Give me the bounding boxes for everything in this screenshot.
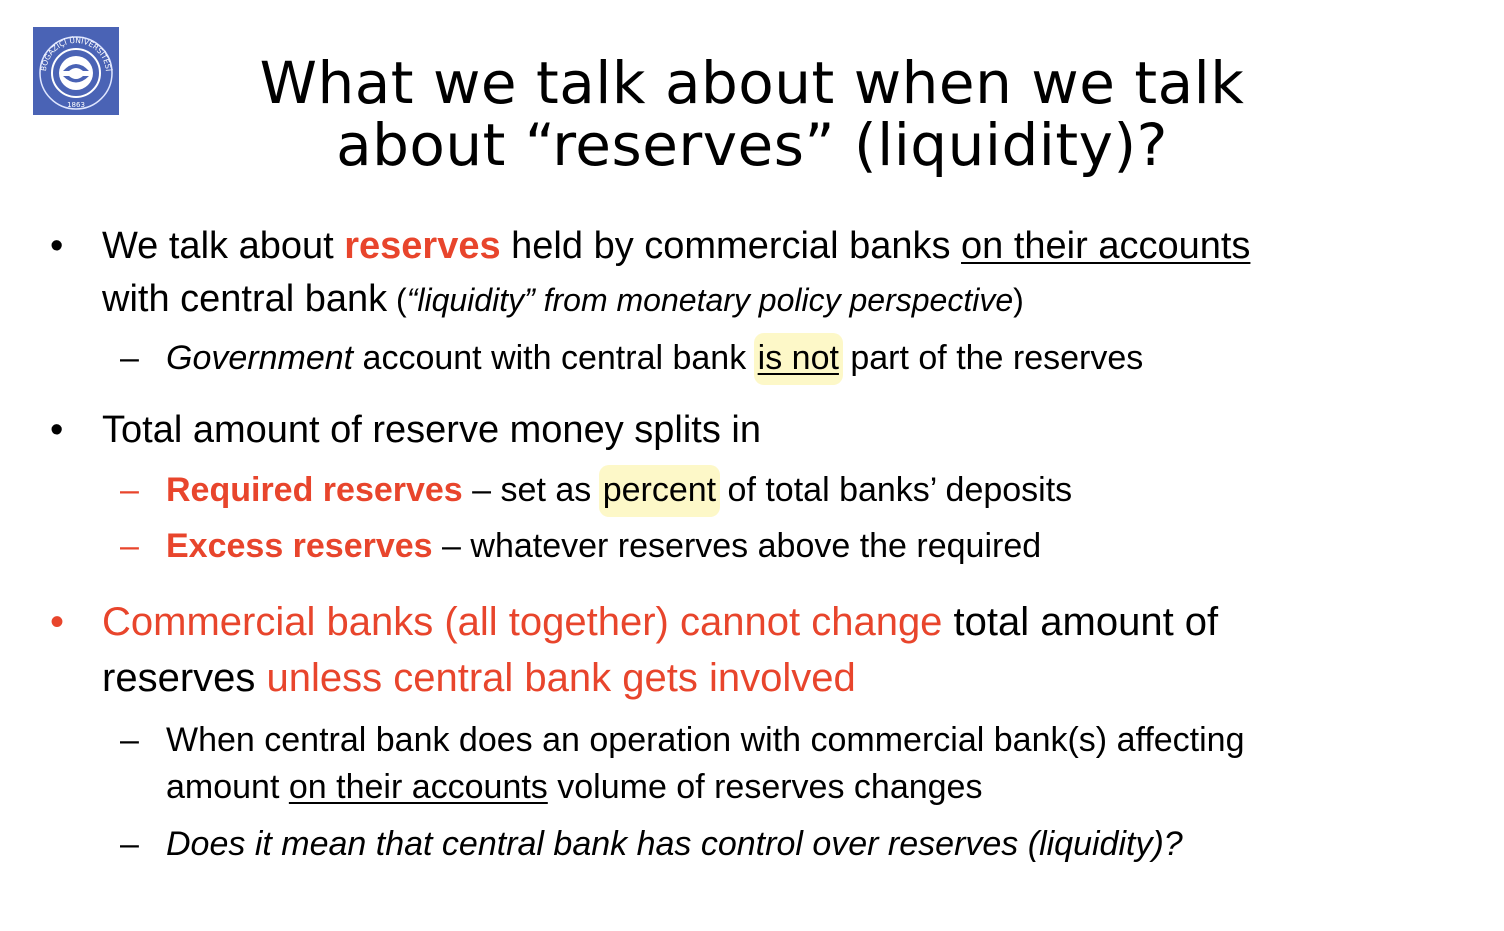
sub-bullet-dash: – — [120, 527, 139, 565]
text: of total banks’ deposits — [718, 471, 1073, 509]
bullet-item: • We talk about reserves held by commerc… — [50, 220, 1251, 272]
text: ( — [387, 282, 407, 318]
text: held by commercial banks — [500, 225, 962, 267]
italic-note: “liquidity” from monetary policy perspec… — [406, 282, 1014, 318]
sub-bullet-dash: – — [120, 471, 139, 509]
text: part of the reserves — [840, 339, 1144, 377]
text: We talk about — [102, 225, 345, 267]
highlighted-text: is not — [753, 333, 843, 385]
italic-question: Does it mean that central bank has contr… — [166, 825, 1183, 863]
sub-bullet-item: – Required reserves – set as percent of … — [120, 465, 1073, 517]
text: ) — [1013, 282, 1024, 318]
text: – whatever reserves above the required — [432, 527, 1042, 565]
sub-bullet-dash: – — [120, 825, 139, 863]
bullet-item-continuation: with central bank (“liquidity” from mone… — [102, 273, 1024, 326]
title-line-2: about “reserves” (liquidity)? — [336, 111, 1168, 179]
text: total amount of — [942, 600, 1219, 644]
text: with central bank — [102, 278, 388, 320]
sub-bullet-dash: – — [120, 721, 139, 759]
text: reserves — [102, 656, 267, 700]
text: When central bank does an operation with… — [166, 721, 1245, 759]
accent-text: unless central bank gets involved — [266, 656, 856, 700]
title-line-1: What we talk about when we talk — [259, 49, 1245, 117]
keyword-required-reserves: Required reserves — [166, 471, 463, 509]
underlined-text: on their accounts — [961, 225, 1251, 267]
underlined-text: on their accounts — [288, 768, 548, 806]
text: – set as — [462, 471, 601, 509]
bullet-item: • Total amount of reserve money splits i… — [50, 404, 761, 456]
sub-bullet-item: – When central bank does an operation wi… — [120, 717, 1245, 763]
sub-bullet-continuation: amount on their accounts volume of reser… — [166, 764, 982, 810]
university-logo: BOĞAZİÇİ ÜNİVERSİTESİ 1863 — [33, 27, 119, 115]
bullet-dot: • — [50, 225, 64, 267]
accent-text: Commercial banks (all together) cannot c… — [102, 600, 943, 644]
bullet-dot: • — [50, 409, 64, 451]
sub-bullet-item: – Government account with central bank i… — [120, 333, 1144, 385]
italic-text: Government — [166, 339, 354, 377]
sub-bullet-item: – Does it mean that central bank has con… — [120, 821, 1183, 867]
text: volume of reserves changes — [547, 768, 983, 806]
text: amount — [166, 768, 289, 806]
keyword-reserves: reserves — [344, 225, 501, 267]
bullet-dot: • — [50, 600, 65, 644]
sub-bullet-dash: – — [120, 339, 139, 377]
highlighted-text: percent — [598, 465, 721, 517]
text: account with central bank — [353, 339, 756, 377]
keyword-excess-reserves: Excess reserves — [166, 527, 433, 565]
bullet-item: • Commercial banks (all together) cannot… — [50, 594, 1219, 650]
logo-year: 1863 — [67, 101, 85, 109]
text: Total amount of reserve money splits in — [102, 409, 761, 451]
slide-title: What we talk about when we talk about “r… — [0, 52, 1504, 176]
bullet-item-continuation: reserves unless central bank gets involv… — [102, 650, 856, 706]
sub-bullet-item: – Excess reserves – whatever reserves ab… — [120, 523, 1042, 569]
